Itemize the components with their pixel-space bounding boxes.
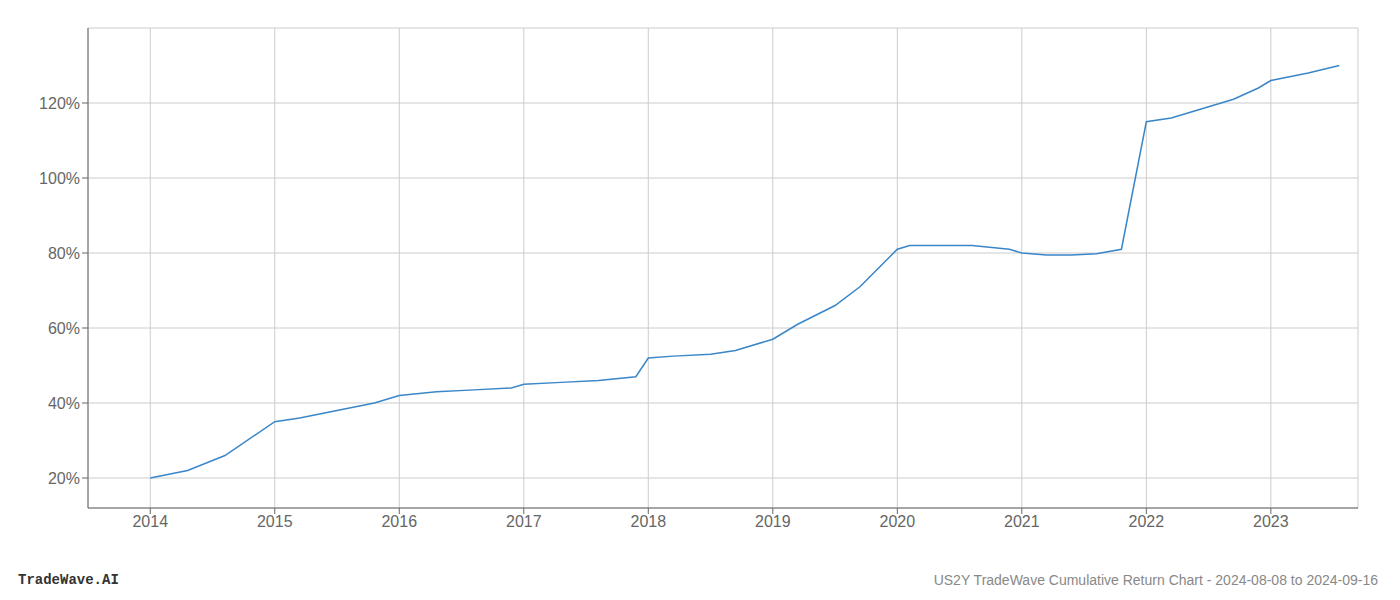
svg-text:2019: 2019 — [755, 513, 791, 530]
svg-text:2014: 2014 — [132, 513, 168, 530]
svg-text:2023: 2023 — [1253, 513, 1289, 530]
svg-text:2021: 2021 — [1004, 513, 1040, 530]
svg-text:2016: 2016 — [381, 513, 417, 530]
svg-text:2017: 2017 — [506, 513, 542, 530]
svg-text:2015: 2015 — [257, 513, 293, 530]
html-text:US2Y TradeWave Cumulative Retu: US2Y TradeWave Cumulative Return Chart -… — [933, 572, 1378, 588]
svg-text:100%: 100% — [39, 170, 80, 187]
svg-text:80%: 80% — [48, 245, 80, 262]
svg-text:2020: 2020 — [880, 513, 916, 530]
svg-text:120%: 120% — [39, 95, 80, 112]
svg-text:40%: 40% — [48, 395, 80, 412]
svg-text:20%: 20% — [48, 470, 80, 487]
html-text:TradeWave.AI: TradeWave.AI — [18, 572, 119, 588]
svg-text:60%: 60% — [48, 320, 80, 337]
svg-text:2022: 2022 — [1129, 513, 1165, 530]
svg-text:2018: 2018 — [630, 513, 666, 530]
